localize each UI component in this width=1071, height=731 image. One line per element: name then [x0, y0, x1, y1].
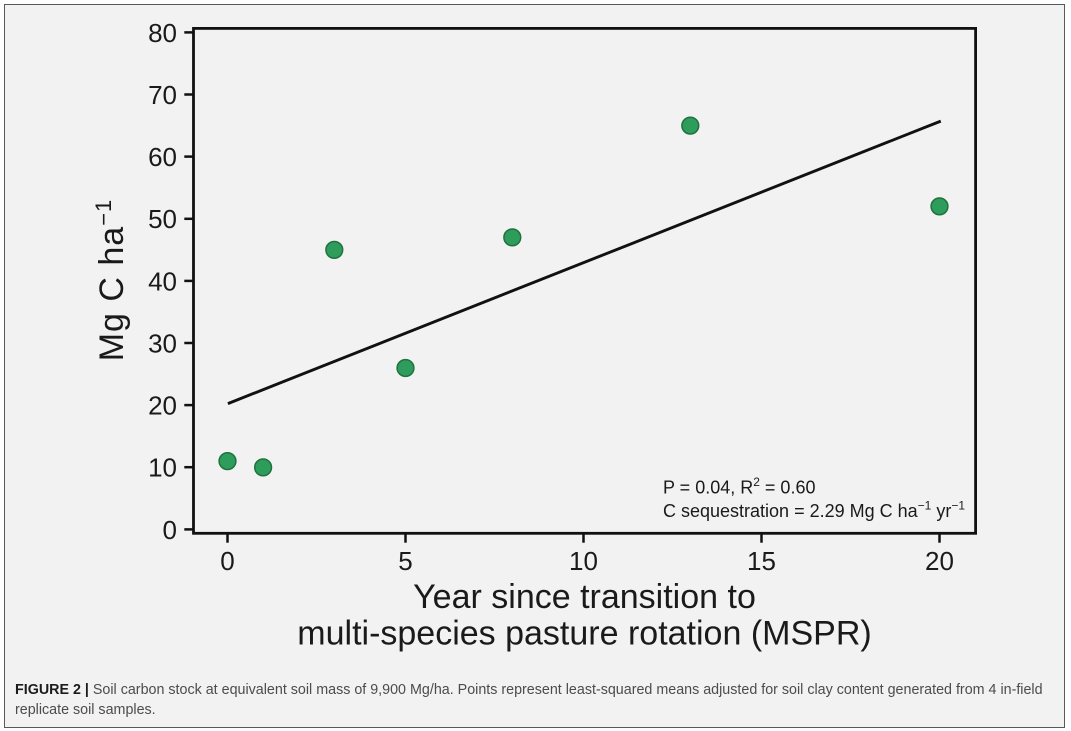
svg-text:20: 20 — [925, 546, 954, 576]
svg-text:80: 80 — [148, 18, 177, 48]
svg-text:20: 20 — [148, 391, 177, 421]
svg-text:P = 0.04, R2 = 0.60: P = 0.04, R2 = 0.60 — [663, 475, 815, 498]
svg-text:60: 60 — [148, 142, 177, 172]
svg-text:10: 10 — [569, 546, 598, 576]
svg-text:15: 15 — [747, 546, 776, 576]
svg-text:Mg C ha−1: Mg C ha−1 — [91, 199, 131, 362]
svg-text:50: 50 — [148, 204, 177, 234]
svg-text:70: 70 — [148, 80, 177, 110]
svg-text:10: 10 — [148, 453, 177, 483]
svg-text:C sequestration = 2.29 Mg C ha: C sequestration = 2.29 Mg C ha−1 yr−1 — [663, 498, 965, 521]
svg-text:40: 40 — [148, 266, 177, 296]
svg-text:0: 0 — [163, 515, 177, 545]
svg-text:5: 5 — [398, 546, 412, 576]
svg-text:30: 30 — [148, 328, 177, 358]
svg-text:multi-species pasture rotation: multi-species pasture rotation (MSPR) — [297, 614, 871, 652]
svg-text:Year since transition to: Year since transition to — [413, 578, 756, 616]
svg-text:0: 0 — [220, 546, 234, 576]
